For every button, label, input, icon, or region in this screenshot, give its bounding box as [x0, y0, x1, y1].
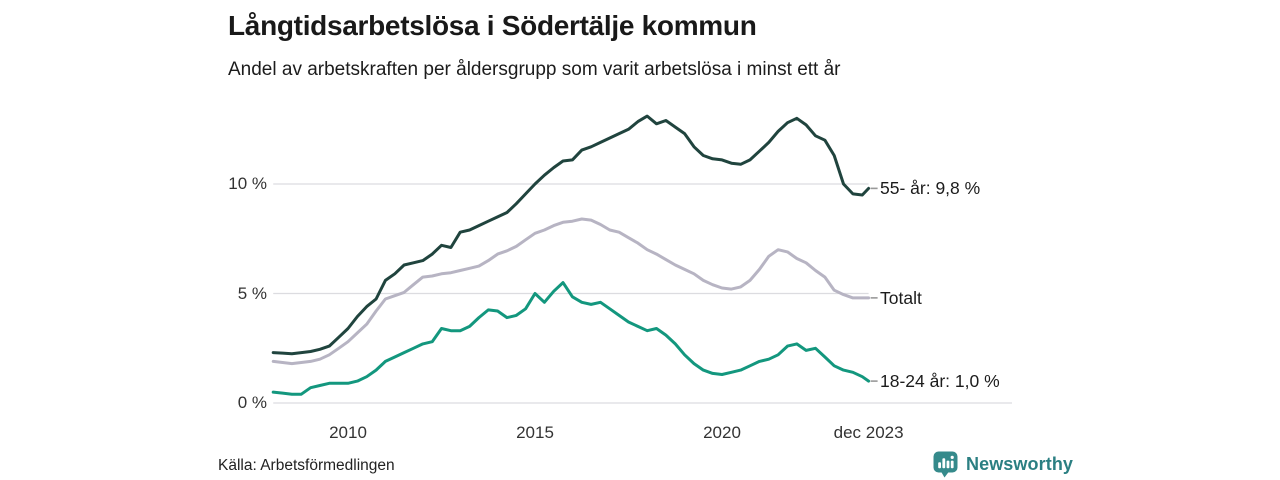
series-end-label: 55- år: 9,8 %	[880, 178, 981, 199]
x-axis-tick-label: dec 2023	[833, 423, 904, 442]
series-line-Totalt	[271, 217, 871, 366]
x-axis-tick-label: 2010	[329, 423, 367, 442]
newsworthy-logo: Newsworthy	[933, 451, 1073, 478]
y-axis-tick-label: 10 %	[228, 174, 267, 193]
y-axis-tick-label: 5 %	[237, 283, 267, 303]
x-axis-tick-label: 2015	[516, 423, 554, 442]
series-end-label: 18-24 år: 1,0 %	[880, 371, 1000, 392]
page-subtitle: Andel av arbetskraften per åldersgrupp s…	[228, 59, 841, 80]
series-end-label: Totalt	[880, 287, 922, 308]
series-line-55--ar	[271, 114, 871, 356]
page-title: Långtidsarbetslösa i Södertälje kommun	[228, 10, 757, 41]
brand-name: Newsworthy	[966, 454, 1074, 474]
x-axis-tick-label: 2020	[703, 423, 741, 442]
bar-chart-speech-bubble-icon	[933, 451, 958, 478]
series-line-18-24-ar	[271, 281, 871, 396]
y-axis-tick-label: 0 %	[237, 393, 267, 412]
source-caption: Källa: Arbetsförmedlingen	[218, 457, 395, 474]
